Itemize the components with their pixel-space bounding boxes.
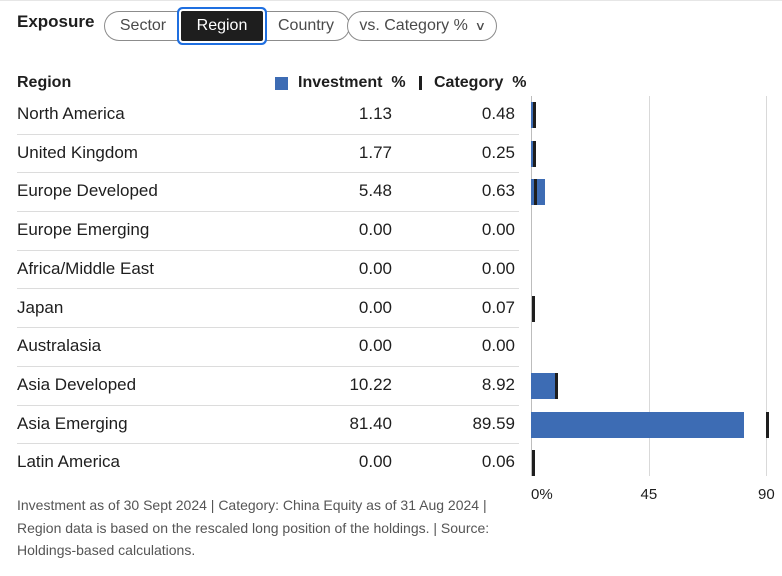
top-divider [0,0,782,1]
axis-tick-label: 90 [758,486,775,503]
chevron-down-icon: ∨ [474,19,486,33]
category-value: 89.59 [472,413,515,433]
region-name: Europe Developed [17,181,158,201]
region-name: Australasia [17,336,102,356]
investment-swatch-icon [275,76,288,90]
category-value: 0.00 [481,336,515,356]
column-header-investment: Investment % [298,74,406,91]
axis-tick-label: 0% [531,486,553,503]
investment-value: 0.00 [358,258,392,278]
table-row: Europe Emerging 0.00 0.00 [17,212,519,251]
investment-value: 1.13 [358,104,392,123]
category-value: 0.25 [481,142,515,162]
category-value: 0.48 [481,104,515,123]
investment-value: 0.00 [358,452,392,472]
column-header-category: Category % [434,74,527,91]
table-row: Asia Emerging 81.40 89.59 [17,406,519,445]
category-marker [533,102,537,128]
investment-value: 0.00 [358,297,392,317]
axis-tick-label: 45 [640,486,658,503]
gridline [766,96,767,476]
investment-value: 1.77 [358,142,392,162]
category-marker [765,411,769,438]
table-row: United Kingdom 1.77 0.25 [17,135,519,174]
section-title: Exposure [17,12,95,31]
table-row: Africa/Middle East 0.00 0.00 [17,251,519,290]
category-marker [532,450,536,477]
category-value: 0.00 [481,220,515,240]
category-value: 0.07 [481,297,515,317]
category-marker [532,140,536,167]
legend-category: Category % [419,74,526,92]
category-marker [533,179,537,206]
view-segmented-control: Sector Region Country [104,11,350,41]
region-name: Japan [17,297,64,317]
category-marker-icon [419,76,422,90]
investment-bar [531,372,558,399]
investment-bar [531,411,744,438]
gridline [648,96,650,476]
table-row: Australasia 0.00 0.00 [17,328,519,367]
region-name: Europe Emerging [17,220,150,240]
region-name: Asia Emerging [17,413,128,433]
region-name: North America [17,104,125,123]
category-value: 0.00 [481,258,515,278]
compare-dropdown-label: vs. Category % [359,17,468,34]
investment-value: 5.48 [358,181,392,201]
region-name: Africa/Middle East [17,258,154,278]
table-row: Europe Developed 5.48 0.63 [17,173,519,213]
table-row: Latin America 0.00 0.06 [17,444,519,482]
region-name: Asia Developed [17,374,137,394]
investment-bar [531,102,534,128]
table-row: Asia Developed 10.22 8.92 [17,367,519,406]
gridline [531,96,532,476]
category-value: 8.92 [481,374,515,394]
tab-country[interactable]: Country [263,11,350,41]
investment-value: 81.40 [349,413,392,433]
table-row: North America 1.13 0.48 [17,96,519,135]
category-marker [532,295,536,322]
column-header-region: Region [17,74,72,91]
region-name: United Kingdom [17,142,138,162]
footnote: Investment as of 30 Sept 2024 | Category… [17,497,490,558]
investment-value: 0.00 [358,220,392,240]
region-name: Latin America [17,452,120,472]
exposure-bar-chart [530,96,782,477]
category-value: 0.06 [481,452,515,472]
tab-region[interactable]: Region [181,11,263,41]
category-value: 0.63 [481,181,515,201]
tab-sector[interactable]: Sector [104,11,181,41]
investment-value: 10.22 [349,374,392,394]
legend-investment: Investment % [275,74,406,92]
investment-value: 0.00 [358,336,392,356]
compare-dropdown[interactable]: vs. Category % ∨ [347,11,497,41]
category-marker [555,372,559,399]
table-row: Japan 0.00 0.07 [17,290,519,329]
